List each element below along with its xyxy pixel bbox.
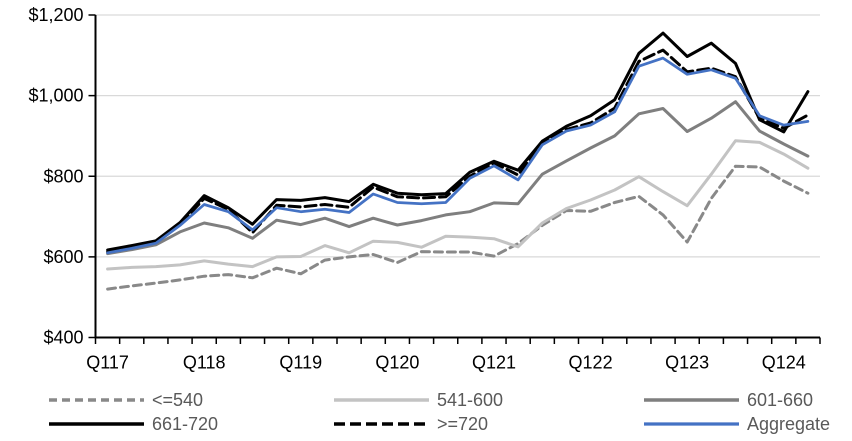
legend-item-661-720: 661-720 <box>48 412 218 436</box>
legend-item-540: <=540 <box>48 388 203 412</box>
series-line-540 <box>106 164 810 291</box>
x-tick-label: Q123 <box>665 353 709 373</box>
chart-legend: <=540 541-600 601-660 661-720 >=720 Aggregate <box>0 382 852 441</box>
series-line-601-660 <box>106 100 810 256</box>
y-tick-label: $600 <box>43 247 83 267</box>
x-tick-label: Q118 <box>183 353 226 373</box>
y-tick-label: $1,000 <box>28 86 83 106</box>
series-line-aggregate <box>106 56 810 255</box>
series-line-720 <box>106 48 810 254</box>
x-tick-label: Q124 <box>762 353 806 373</box>
legend-item-601-660: 601-660 <box>643 388 813 412</box>
legend-label: Aggregate <box>747 414 831 434</box>
series-line-661-720 <box>106 31 810 252</box>
y-tick-label: $1,200 <box>28 5 83 25</box>
legend-label: >=720 <box>437 414 489 434</box>
legend-swatch-720 <box>334 422 429 426</box>
legend-item-720: >=720 <box>333 412 488 436</box>
legend-label: 661-720 <box>152 414 219 434</box>
y-tick-label: $800 <box>43 166 83 186</box>
chart-canvas: $400 $600 $800 $1,000 $1,200 Q117 Q118 Q119 Q120… <box>28 5 821 373</box>
legend-item-aggregate: Aggregate <box>643 412 830 436</box>
legend-label: 541-600 <box>437 390 504 410</box>
y-tick-label: $400 <box>43 328 83 348</box>
legend-swatch-601-660 <box>644 398 739 402</box>
legend-label: <=540 <box>152 390 204 410</box>
legend-item-541-600: 541-600 <box>333 388 503 412</box>
series-line-541-600 <box>106 139 810 271</box>
x-tick-label: Q122 <box>569 353 613 373</box>
legend-swatch-540 <box>49 398 144 402</box>
legend-swatch-aggregate <box>644 422 739 426</box>
x-tick-label: Q120 <box>375 353 419 373</box>
legend-swatch-541-600 <box>334 398 429 402</box>
legend-swatch-661-720 <box>49 422 144 426</box>
line-chart: $400 $600 $800 $1,000 $1,200 Q117 Q118 Q119 Q120… <box>28 5 821 373</box>
x-tick-label: Q119 <box>279 353 322 373</box>
legend-label: 601-660 <box>747 390 814 410</box>
x-tick-label: Q121 <box>472 353 516 373</box>
x-tick-label: Q117 <box>86 353 129 373</box>
